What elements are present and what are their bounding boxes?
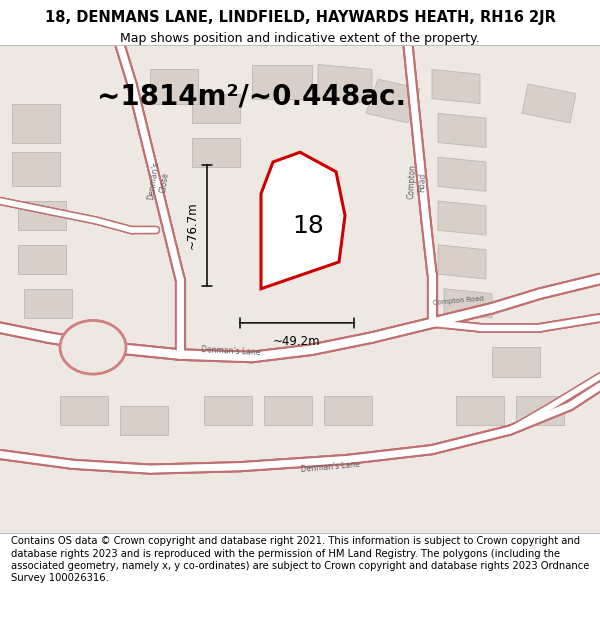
Polygon shape [432, 69, 480, 104]
Circle shape [74, 332, 112, 363]
Polygon shape [264, 396, 312, 425]
Polygon shape [150, 69, 198, 104]
Polygon shape [12, 152, 60, 186]
Polygon shape [192, 138, 240, 167]
Polygon shape [204, 396, 252, 425]
Text: Denman's
Close: Denman's Close [147, 161, 171, 202]
Text: ~49.2m: ~49.2m [273, 335, 321, 348]
Polygon shape [24, 289, 72, 318]
Text: Denman's Lane: Denman's Lane [201, 345, 261, 357]
Text: Compton
Road: Compton Road [406, 164, 428, 199]
Text: Map shows position and indicative extent of the property.: Map shows position and indicative extent… [120, 32, 480, 46]
Polygon shape [516, 396, 564, 425]
Text: ~76.7m: ~76.7m [185, 201, 199, 249]
Polygon shape [444, 289, 492, 318]
Polygon shape [438, 157, 486, 191]
Circle shape [72, 330, 114, 364]
Polygon shape [261, 152, 345, 289]
Polygon shape [438, 245, 486, 279]
Text: 18, DENMANS LANE, LINDFIELD, HAYWARDS HEATH, RH16 2JR: 18, DENMANS LANE, LINDFIELD, HAYWARDS HE… [44, 10, 556, 25]
Polygon shape [120, 406, 168, 435]
Polygon shape [522, 84, 576, 123]
Polygon shape [12, 104, 60, 142]
Text: Denman's Lane: Denman's Lane [300, 459, 360, 474]
Polygon shape [492, 348, 540, 376]
Polygon shape [192, 94, 240, 123]
Circle shape [60, 321, 126, 374]
Polygon shape [318, 64, 372, 104]
Polygon shape [366, 79, 420, 123]
Polygon shape [18, 201, 66, 230]
Text: ~1814m²/~0.448ac.: ~1814m²/~0.448ac. [97, 82, 407, 110]
Text: 18: 18 [292, 214, 324, 238]
Polygon shape [60, 396, 108, 425]
Polygon shape [456, 396, 504, 425]
Circle shape [60, 321, 126, 374]
Text: Contains OS data © Crown copyright and database right 2021. This information is : Contains OS data © Crown copyright and d… [11, 536, 589, 583]
Polygon shape [252, 64, 312, 99]
Polygon shape [18, 245, 66, 274]
Text: Compton Road: Compton Road [432, 296, 484, 306]
Polygon shape [324, 396, 372, 425]
Polygon shape [438, 201, 486, 235]
Polygon shape [438, 113, 486, 148]
